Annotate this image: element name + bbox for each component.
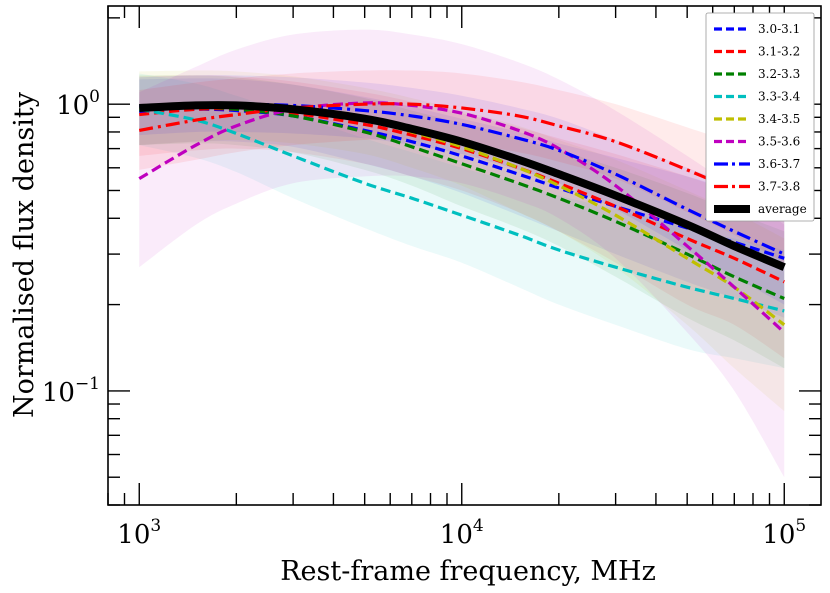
y-axis-label: Normalised flux density — [9, 91, 40, 418]
band-3.6-3.7 — [139, 75, 785, 305]
y-tick-label: 10−1 — [42, 374, 100, 408]
y-tick-label: 100 — [56, 87, 100, 121]
axis-ticks: 103 104 105 100 10−1 — [42, 6, 821, 550]
line-3.7-3.8 — [138, 102, 785, 217]
band-3.1-3.2 — [139, 75, 785, 359]
x-tick-label: 103 — [117, 516, 161, 550]
series-lines — [138, 101, 786, 334]
x-tick-label: 104 — [440, 516, 484, 550]
legend-label-3.1-3.2: 3.1-3.2 — [758, 45, 800, 59]
line-average — [139, 101, 786, 271]
x-tick-label: 105 — [762, 516, 806, 550]
legend-label-3.2-3.3: 3.2-3.3 — [758, 67, 800, 81]
legend: 3.0-3.1 3.1-3.2 3.2-3.3 3.3-3.4 3.4-3.5 3.5-3… — [705, 12, 815, 222]
legend-label-3.4-3.5: 3.4-3.5 — [758, 112, 800, 126]
legend-box — [705, 12, 815, 222]
line-3.5-3.6 — [138, 101, 786, 334]
line-3.3-3.4 — [138, 107, 785, 313]
band-3.7-3.8 — [139, 70, 785, 263]
band-3.5-3.6 — [139, 29, 785, 478]
legend-label-3.0-3.1: 3.0-3.1 — [758, 22, 800, 36]
band-3.3-3.4 — [139, 73, 785, 369]
legend-label-3.3-3.4: 3.3-3.4 — [758, 90, 801, 104]
band-3.0-3.1 — [139, 78, 785, 318]
plot-frame — [107, 5, 822, 506]
legend-label-3.5-3.6: 3.5-3.6 — [758, 135, 800, 149]
band-3.2-3.3 — [139, 75, 785, 369]
x-axis-label: Rest-frame frequency, MHz — [280, 556, 656, 587]
legend-label-average: average — [758, 202, 807, 216]
legend-label-3.6-3.7: 3.6-3.7 — [758, 157, 800, 171]
legend-label-3.7-3.8: 3.7-3.8 — [758, 180, 800, 194]
